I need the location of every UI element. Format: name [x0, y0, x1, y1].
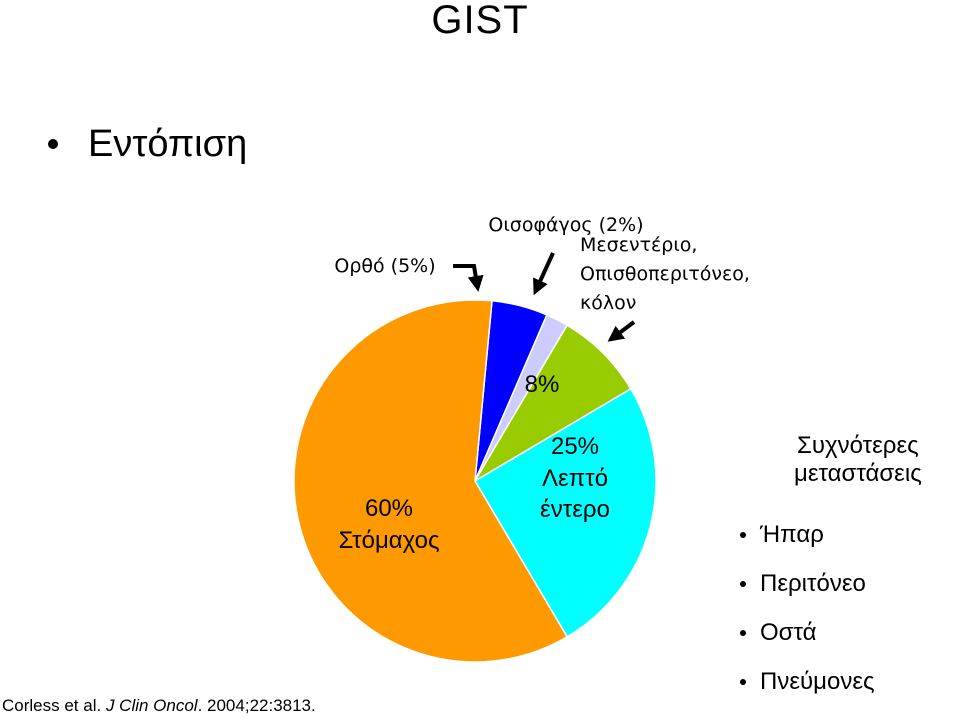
bullet-dot-icon [740, 531, 746, 538]
metastasis-liver: Ήπαρ [760, 520, 824, 548]
metastases-title: Συχνότερες μεταστάσεις [794, 432, 922, 488]
label-mesentery-line2: Οπισθοπεριτόνεο, [580, 263, 750, 285]
metastases-title-line1: Συχνότερες [797, 432, 919, 459]
slide-title: GIST [431, 0, 529, 42]
main-bullet-text: Εντόπιση [88, 123, 248, 165]
pie-slice-stomach [293, 299, 569, 663]
label-mesentery-line1: Μεσεντέριο, [580, 234, 697, 256]
bullet-dot-icon [740, 678, 746, 685]
metastasis-bones: Οστά [760, 618, 817, 646]
label-esophagus: Οισοφάγος (2%) [488, 214, 643, 236]
bullet-dot-icon [48, 139, 58, 149]
citation-authors: Corless et al. [2, 696, 106, 715]
label-mesentery-pct: 8% [525, 371, 560, 398]
label-mesentery-line3: κόλον [580, 292, 636, 314]
arrow-rectum-icon [453, 264, 484, 292]
citation-journal: J Clin Oncol [105, 696, 198, 715]
citation: Corless et al. J Clin Oncol. 2004;22:381… [2, 696, 316, 716]
citation-details: . 2004;22:3813. [197, 696, 316, 715]
label-stomach-name: Στόμαχος [338, 527, 439, 554]
list-item: Περιτόνεο [740, 559, 875, 608]
metastases-title-line2: μεταστάσεις [794, 460, 922, 487]
list-item: Ήπαρ [740, 510, 875, 559]
pie-slices [293, 299, 657, 663]
list-item: Πνεύμονες [740, 657, 875, 706]
label-small-intestine-pct: 25% [551, 433, 599, 460]
label-small-intestine-line2: έντερο [540, 496, 610, 523]
arrow-esophagus-icon [533, 252, 555, 296]
metastases-list: Ήπαρ Περιτόνεο Οστά Πνεύμονες [740, 510, 875, 706]
bullet-dot-icon [740, 629, 746, 636]
label-stomach-pct: 60% [365, 495, 413, 522]
pie-slice-mesentery [474, 324, 632, 482]
metastasis-lungs: Πνεύμονες [760, 667, 875, 695]
label-small-intestine-line1: Λεπτό [542, 465, 608, 492]
list-item: Οστά [740, 608, 875, 657]
main-bullet: Εντόπιση [48, 122, 247, 166]
pie-slice-small-intestine [473, 387, 657, 638]
label-rectum: Ορθό (5%) [334, 255, 435, 277]
bullet-dot-icon [740, 580, 746, 587]
arrow-mesentery-icon [607, 320, 636, 342]
metastasis-peritoneum: Περιτόνεο [760, 569, 866, 597]
